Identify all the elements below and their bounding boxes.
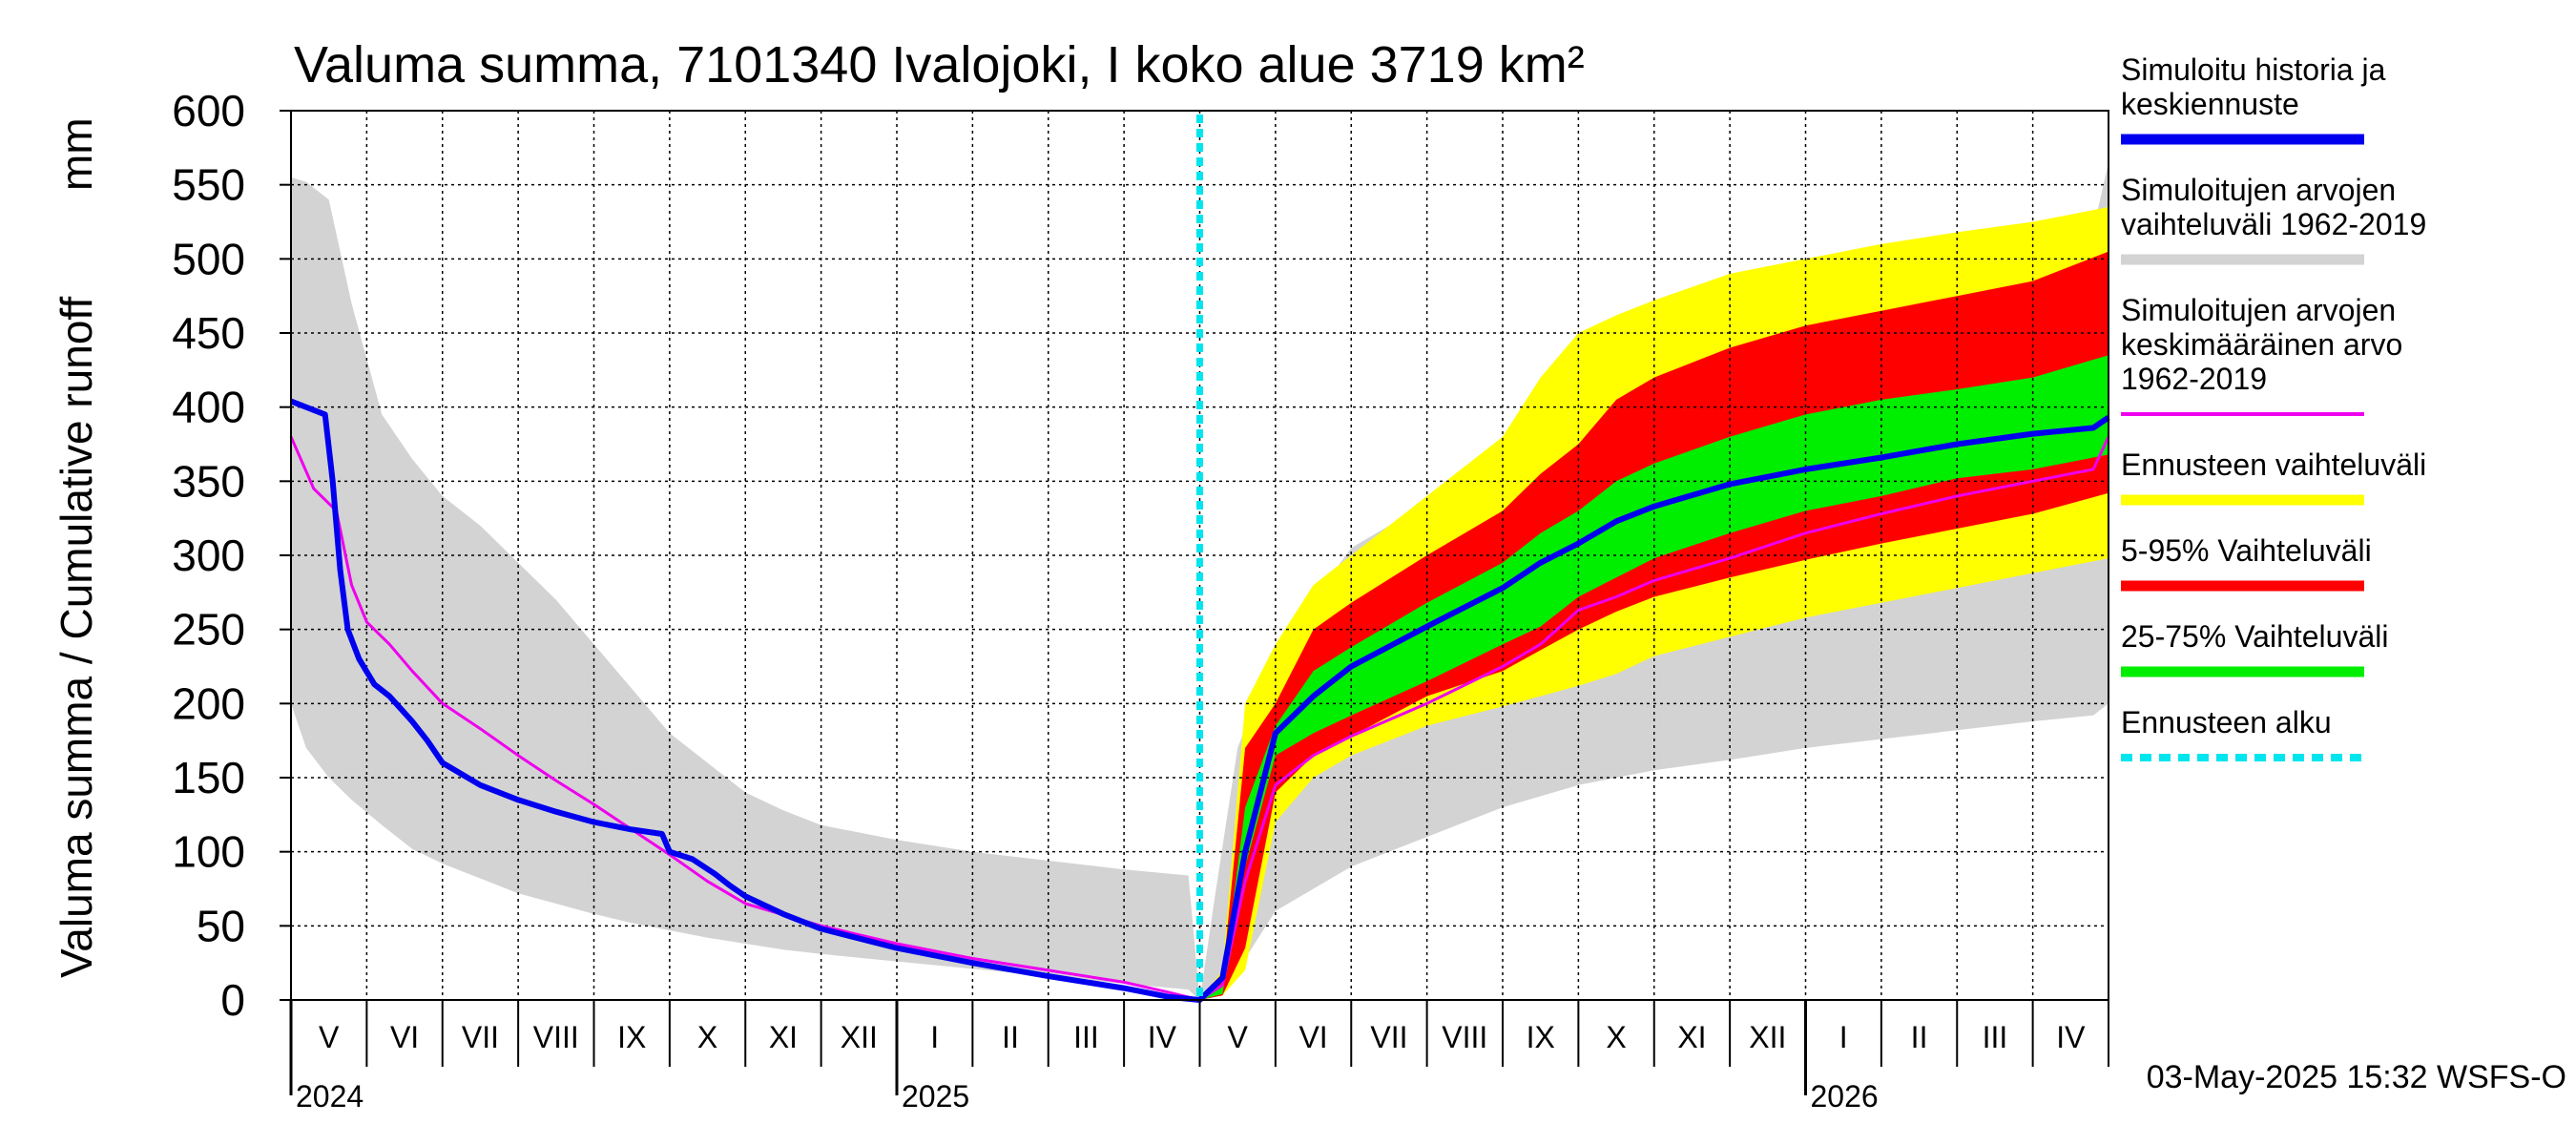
month-label: XII bbox=[1749, 1020, 1786, 1054]
y-tick-label: 500 bbox=[172, 234, 245, 283]
timestamp: 03-May-2025 15:32 WSFS-O bbox=[2147, 1059, 2566, 1095]
chart-title: Valuma summa, 7101340 Ivalojoki, I koko … bbox=[294, 36, 1585, 94]
y-tick-label: 100 bbox=[172, 827, 245, 877]
month-label: VII bbox=[1370, 1020, 1407, 1054]
month-label: XI bbox=[769, 1020, 798, 1054]
month-label: IX bbox=[617, 1020, 646, 1054]
y-tick-label: 150 bbox=[172, 753, 245, 802]
legend-label: Simuloitu historia ja bbox=[2121, 52, 2386, 87]
y-tick-label: 0 bbox=[220, 975, 245, 1025]
month-label: IX bbox=[1527, 1020, 1555, 1054]
legend-label: vaihteluväli 1962-2019 bbox=[2121, 207, 2426, 241]
y-tick-label: 550 bbox=[172, 160, 245, 210]
legend-label: Ennusteen alku bbox=[2121, 705, 2332, 739]
band-p25_75 bbox=[1199, 355, 2109, 1000]
y-tick-label: 300 bbox=[172, 531, 245, 580]
month-label: VII bbox=[462, 1020, 499, 1054]
month-label: VI bbox=[390, 1020, 419, 1054]
y-tick-label: 350 bbox=[172, 456, 245, 506]
legend-label: Ennusteen vaihteluväli bbox=[2121, 448, 2426, 482]
month-label: IV bbox=[2056, 1020, 2086, 1054]
legend-label: 25-75% Vaihteluväli bbox=[2121, 619, 2388, 654]
y-axis-label: Valuma summa / Cumulative runoff bbox=[52, 297, 101, 978]
month-label: I bbox=[1839, 1020, 1848, 1054]
legend-label: Simuloitujen arvojen bbox=[2121, 293, 2396, 327]
month-label: III bbox=[1073, 1020, 1099, 1054]
y-tick-label: 250 bbox=[172, 605, 245, 655]
year-label: 2026 bbox=[1811, 1079, 1879, 1114]
month-label: XI bbox=[1677, 1020, 1706, 1054]
month-label: VIII bbox=[1442, 1020, 1487, 1054]
line-sim_hist_forecast bbox=[289, 398, 2110, 1003]
year-label: 2025 bbox=[902, 1079, 969, 1114]
month-label: II bbox=[1002, 1020, 1019, 1054]
legend-label: 1962-2019 bbox=[2121, 362, 2267, 396]
month-label: I bbox=[930, 1020, 939, 1054]
y-tick-label: 50 bbox=[197, 901, 245, 950]
month-label: II bbox=[1911, 1020, 1928, 1054]
line-mean bbox=[289, 436, 2110, 1002]
month-label: X bbox=[1606, 1020, 1626, 1054]
month-label: V bbox=[319, 1020, 340, 1054]
legend-label: Simuloitujen arvojen bbox=[2121, 173, 2396, 207]
y-tick-label: 400 bbox=[172, 383, 245, 432]
month-label: XII bbox=[841, 1020, 878, 1054]
legend-label: keskiennuste bbox=[2121, 87, 2299, 121]
y-tick-label: 450 bbox=[172, 308, 245, 358]
legend-label: 5-95% Vaihteluväli bbox=[2121, 533, 2372, 568]
month-label: VI bbox=[1298, 1020, 1327, 1054]
year-label: 2024 bbox=[296, 1079, 364, 1114]
y-tick-label: 200 bbox=[172, 678, 245, 728]
month-label: IV bbox=[1148, 1020, 1177, 1054]
month-label: V bbox=[1228, 1020, 1249, 1054]
y-tick-label: 600 bbox=[172, 86, 245, 135]
month-label: VIII bbox=[533, 1020, 579, 1054]
month-label: III bbox=[1983, 1020, 2008, 1054]
plot-area bbox=[289, 110, 2110, 1003]
legend-label: keskimääräinen arvo bbox=[2121, 327, 2402, 362]
y-axis-unit: mm bbox=[52, 117, 101, 191]
month-label: X bbox=[697, 1020, 717, 1054]
